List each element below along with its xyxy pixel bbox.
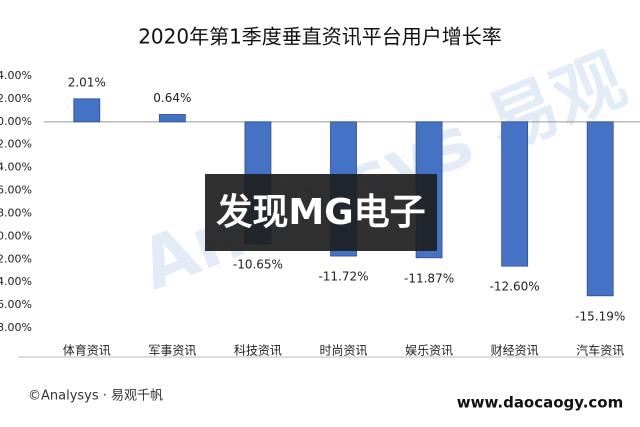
y-tick-label: -18.00% [0,321,32,334]
x-tick-label: 财经资讯 [491,344,539,358]
bar [501,121,529,267]
y-tick-label: 0.00% [0,115,32,128]
y-tick-label: -8.00% [0,206,32,219]
y-tick-label: -2.00% [0,138,32,151]
y-tick-label: -12.00% [0,252,32,265]
value-label: 2.01% [68,75,106,89]
bar [158,114,186,123]
x-tick-label: 体育资讯 [63,343,111,358]
banner-box [205,174,437,251]
y-tick-label: -4.00% [0,161,32,174]
site-watermark: www.daocaogy.com [457,394,623,412]
source: ©Analysys · 易观千帆 [28,389,163,404]
site-watermark-box [447,389,633,415]
bar [73,98,101,123]
value-label: -11.72% [318,270,368,284]
y-tick-label: -10.00% [0,229,32,242]
x-tick-label: 时尚资讯 [319,344,367,358]
chart-title: 2020年第1季度垂直资讯平台用户增长率 [138,25,502,49]
value-label: -11.87% [404,271,454,285]
x-tick-label: 娱乐资讯 [405,344,453,358]
x-tick-label: 军事资讯 [148,344,196,358]
y-tick-label: -14.00% [0,275,32,288]
y-tick-label: 2.00% [0,92,32,105]
banner: 发现MG电子 [216,192,425,233]
y-tick-label: -6.00% [0,184,32,197]
y-tick-label: -16.00% [0,298,32,311]
value-label: -10.65% [233,257,283,271]
x-tick-label: 汽车资讯 [576,343,624,358]
value-label: -15.19% [575,309,625,323]
bar [586,121,614,297]
value-label: -12.60% [490,280,540,294]
value-label: 0.64% [153,91,191,105]
y-tick-label: 4.00% [0,69,32,82]
x-tick-label: 科技资讯 [234,344,282,358]
